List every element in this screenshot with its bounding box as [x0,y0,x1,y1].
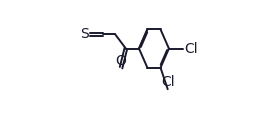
Text: Cl: Cl [161,75,175,89]
Text: S: S [81,27,89,41]
Text: Cl: Cl [184,42,197,56]
Text: O: O [116,54,126,68]
